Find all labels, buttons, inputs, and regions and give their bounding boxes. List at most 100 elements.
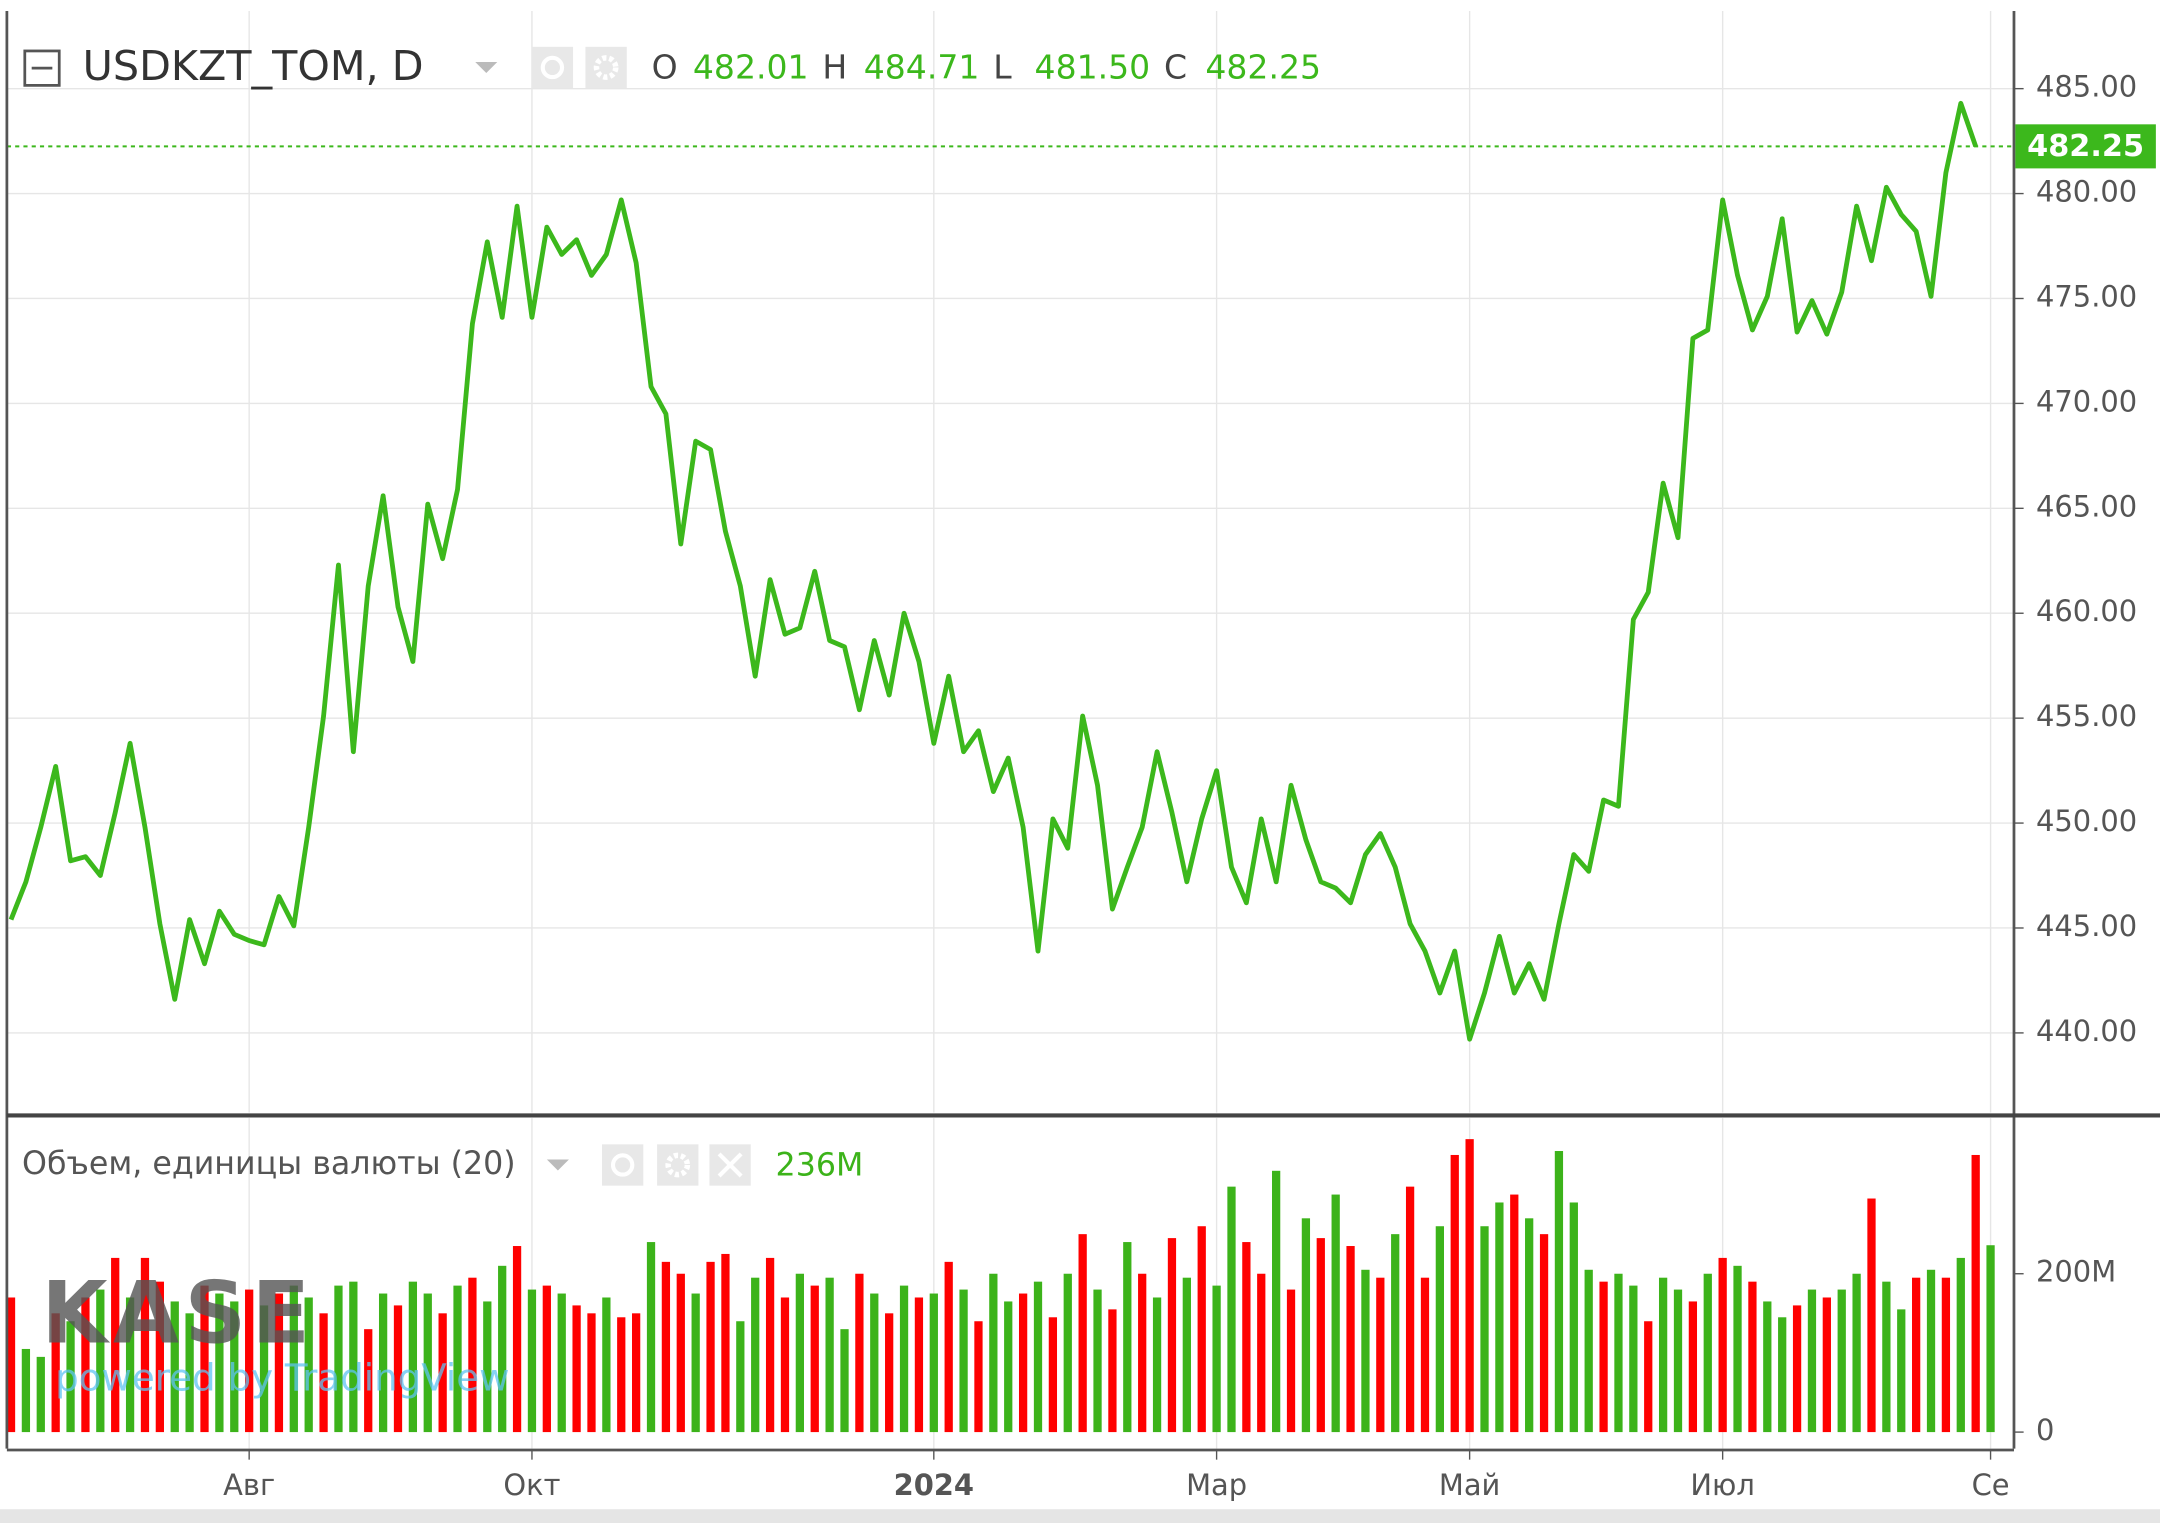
volume-bar xyxy=(602,1297,611,1433)
ohlc-value: 482.01 xyxy=(693,47,809,86)
volume-bar xyxy=(111,1257,120,1433)
dropdown-arrow[interactable] xyxy=(475,61,498,73)
volume-bar xyxy=(825,1277,834,1433)
volume-bar xyxy=(1182,1277,1191,1433)
volume-bar xyxy=(1658,1277,1668,1433)
volume-bar xyxy=(885,1313,894,1433)
x-tick-label: Май xyxy=(1439,1468,1500,1502)
volume-bar xyxy=(855,1273,864,1433)
volume-bar xyxy=(1138,1273,1147,1433)
visibility-button[interactable] xyxy=(531,46,574,89)
volume-bar xyxy=(1941,1277,1951,1433)
volume-bar xyxy=(185,1313,194,1433)
volume-bar xyxy=(155,1281,164,1433)
volume-bar xyxy=(557,1293,566,1433)
volume-bar xyxy=(1361,1269,1370,1433)
volume-bar xyxy=(1197,1226,1206,1433)
volume-bar xyxy=(1956,1257,1965,1433)
x-tick-label: Авг xyxy=(223,1468,275,1502)
volume-bar xyxy=(1391,1234,1400,1433)
volume-bar xyxy=(527,1289,537,1433)
volume-bar xyxy=(170,1301,179,1433)
volume-bar xyxy=(1167,1238,1177,1433)
volume-bar xyxy=(676,1273,685,1433)
volume-title: Объем, единицы валюты (20) xyxy=(22,1146,516,1182)
volume-bar xyxy=(1123,1242,1132,1433)
volume-bar xyxy=(691,1293,700,1433)
volume-bar xyxy=(1539,1234,1549,1433)
y-tick-label: 440.00 xyxy=(2036,1014,2137,1048)
volume-bar xyxy=(1614,1273,1623,1433)
volume-bar xyxy=(810,1285,819,1433)
dropdown-arrow[interactable] xyxy=(546,1159,569,1171)
volume-bar xyxy=(721,1253,730,1433)
volume-bar xyxy=(1004,1301,1013,1433)
volume-bar xyxy=(765,1257,775,1433)
volume-bar xyxy=(21,1348,31,1433)
ohlc-key: L xyxy=(993,47,1012,86)
bottom-border xyxy=(0,1509,2160,1523)
volume-bar xyxy=(81,1297,90,1433)
volume-bar xyxy=(1569,1202,1578,1433)
ohlc-key: O xyxy=(652,47,678,86)
volume-bar xyxy=(1852,1273,1861,1433)
volume-bar xyxy=(1673,1289,1683,1433)
volume-bar xyxy=(1301,1218,1311,1433)
volume-bar xyxy=(364,1329,373,1433)
volume-bar xyxy=(1480,1226,1489,1433)
y-tick-label: 450.00 xyxy=(2036,804,2137,838)
volume-bar xyxy=(304,1297,313,1433)
volume-bar xyxy=(632,1313,641,1433)
volume-bar xyxy=(899,1285,909,1433)
eye-icon xyxy=(540,55,565,80)
watermark-logo: KASE xyxy=(41,1265,315,1364)
collapse-button[interactable] xyxy=(23,49,61,87)
volume-bar xyxy=(259,1305,269,1433)
volume-bar xyxy=(780,1297,790,1433)
volume-bar xyxy=(1435,1226,1444,1433)
y-tick-label: 475.00 xyxy=(2036,279,2137,313)
volume-bar xyxy=(617,1317,626,1433)
volume-bar xyxy=(66,1321,75,1433)
volume-bar xyxy=(736,1321,745,1433)
ohlc-value: 482.25 xyxy=(1205,47,1321,86)
volume-bar xyxy=(795,1273,804,1433)
volume-bar xyxy=(230,1301,239,1433)
volume-bar xyxy=(125,1297,135,1433)
volume-bar xyxy=(96,1289,105,1433)
settings-button[interactable] xyxy=(585,46,627,89)
visibility-button[interactable] xyxy=(601,1144,644,1186)
volume-bar xyxy=(1718,1257,1727,1433)
x-tick-label: Окт xyxy=(503,1468,560,1502)
x-tick-label: Июл xyxy=(1690,1468,1754,1502)
ohlc-key: H xyxy=(822,47,847,86)
volume-bar xyxy=(215,1293,224,1433)
volume-bar xyxy=(1152,1297,1162,1433)
settings-button[interactable] xyxy=(657,1144,699,1186)
volume-bar xyxy=(1063,1273,1072,1433)
volume-bar xyxy=(393,1305,403,1433)
x-tick-label: 2024 xyxy=(894,1468,974,1502)
y-tick-label: 455.00 xyxy=(2036,699,2137,733)
volume-bar xyxy=(1971,1154,1980,1433)
volume-bar xyxy=(587,1313,596,1433)
volume-bar xyxy=(929,1293,938,1433)
volume-bar xyxy=(1837,1289,1846,1433)
volume-bar xyxy=(245,1289,254,1433)
y-tick-label: 465.00 xyxy=(2036,489,2137,523)
y-tick-label: 480.00 xyxy=(2036,175,2137,209)
volume-bar xyxy=(646,1242,656,1433)
x-tick-label: Се xyxy=(1972,1468,2010,1502)
volume-bar xyxy=(706,1261,715,1433)
volume-bar xyxy=(498,1265,507,1433)
volume-bar xyxy=(1867,1198,1876,1433)
volume-bar xyxy=(334,1285,343,1433)
volume-bar xyxy=(6,1297,16,1433)
last-price-tag xyxy=(2015,124,2156,169)
volume-bar xyxy=(1807,1289,1817,1433)
volume-bar xyxy=(1346,1246,1355,1433)
volume-bar xyxy=(1450,1154,1459,1433)
volume-bar xyxy=(1212,1285,1221,1433)
volume-bar xyxy=(1093,1289,1102,1433)
volume-bar xyxy=(1554,1151,1564,1433)
